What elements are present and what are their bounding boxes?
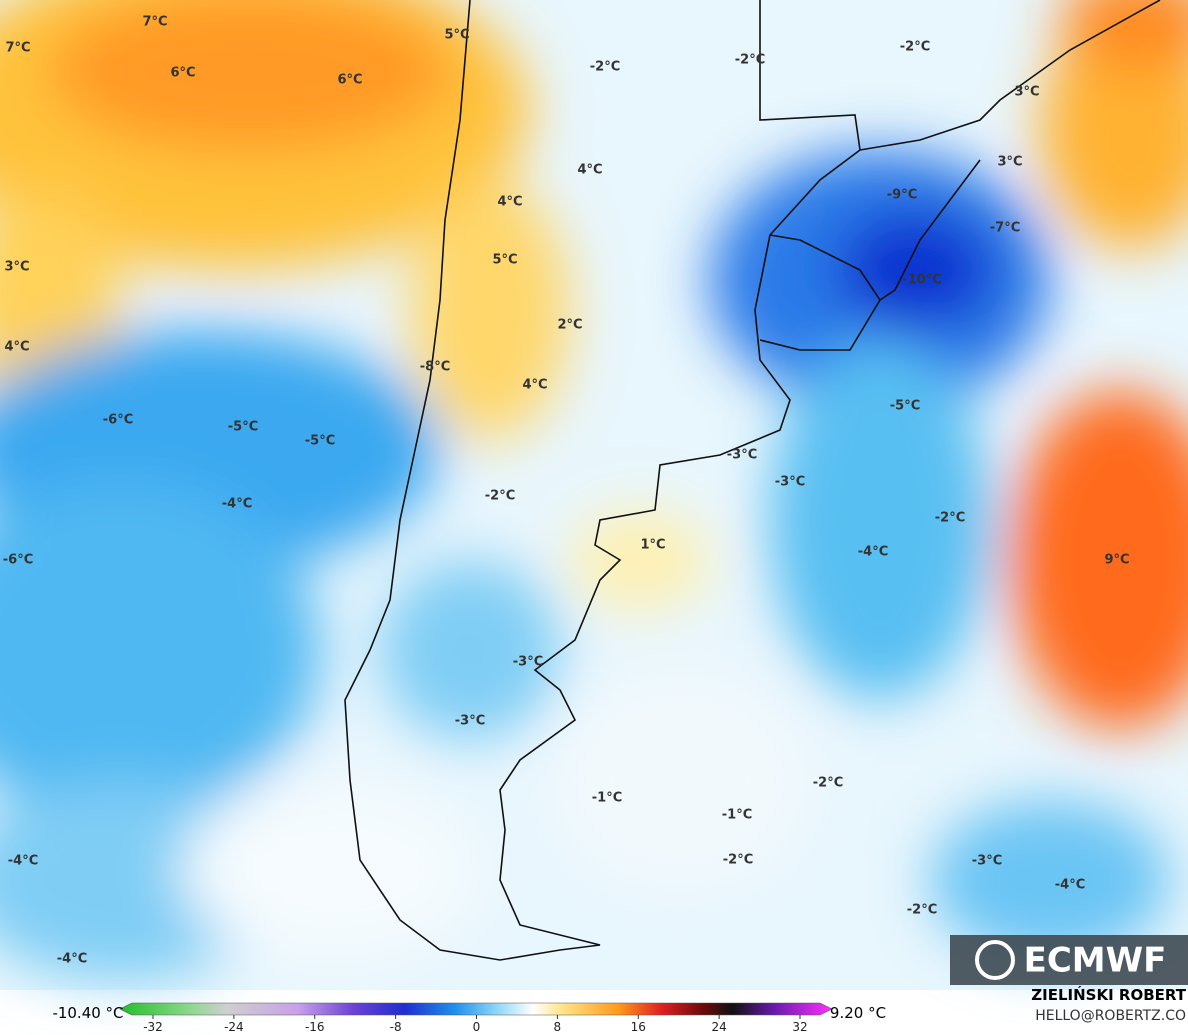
temperature-label: -2°C xyxy=(485,489,515,504)
temperature-label: 3°C xyxy=(1014,85,1039,100)
temperature-label: -2°C xyxy=(907,903,937,918)
temperature-label: -4°C xyxy=(8,854,38,869)
temperature-label: 4°C xyxy=(522,378,547,393)
colorbar-tick-label: 0 xyxy=(473,1020,481,1034)
credit-contact: HELLO@ROBERTZ.CO xyxy=(1035,1008,1186,1024)
temperature-label: 2°C xyxy=(557,318,582,333)
colorbar: -10.40 °C 9.20 °C -32 -24 -16 -8 0 8 16 24 32 xyxy=(52,1002,886,1034)
colorbar-min: -10.40 °C xyxy=(52,1004,123,1022)
temperature-label: 1°C xyxy=(640,538,665,553)
colorbar-tick-label: 8 xyxy=(554,1020,562,1034)
temperature-label: 7°C xyxy=(142,15,167,30)
colorbar-tick-label: -32 xyxy=(143,1020,163,1034)
temperature-label: -4°C xyxy=(57,952,87,967)
colorbar-tick-label: 32 xyxy=(792,1020,807,1034)
temperature-label: 3°C xyxy=(997,155,1022,170)
colorbar-max: 9.20 °C xyxy=(830,1004,886,1022)
temperature-labels: 7°C 7°C 5°C 6°C 6°C -2°C -2°C -2°C 3°C 3°C 4°C -9°C… xyxy=(3,15,1130,967)
temperature-label: -2°C xyxy=(735,53,765,68)
temperature-label: -1°C xyxy=(722,808,752,823)
temperature-label: -5°C xyxy=(890,399,920,414)
temperature-label: -2°C xyxy=(900,40,930,55)
temperature-field xyxy=(0,0,1188,990)
temperature-label: -2°C xyxy=(935,511,965,526)
temperature-label: -2°C xyxy=(590,60,620,75)
temperature-label: -1°C xyxy=(592,791,622,806)
temperature-label: -3°C xyxy=(513,655,543,670)
temperature-label: -9°C xyxy=(887,188,917,203)
temperature-label: -2°C xyxy=(813,776,843,791)
temperature-label: -4°C xyxy=(1055,878,1085,893)
temperature-label: -3°C xyxy=(727,448,757,463)
temperature-label: 6°C xyxy=(337,73,362,88)
credit-name: ZIELIŃSKI ROBERT xyxy=(1031,985,1186,1004)
temperature-label: 4°C xyxy=(577,163,602,178)
colorbar-tick-label: -8 xyxy=(390,1020,402,1034)
temperature-label: -3°C xyxy=(775,475,805,490)
temperature-label: -6°C xyxy=(103,413,133,428)
temperature-label: -5°C xyxy=(305,434,335,449)
temperature-label: -8°C xyxy=(420,360,450,375)
temperature-label: 5°C xyxy=(444,28,469,43)
temperature-label: -3°C xyxy=(455,714,485,729)
temperature-label: -5°C xyxy=(228,420,258,435)
temperature-label: -7°C xyxy=(990,221,1020,236)
logo-text: ECMWF xyxy=(1024,941,1167,981)
colorbar-tick-label: 24 xyxy=(711,1020,726,1034)
temperature-label: 6°C xyxy=(170,66,195,81)
country-borders xyxy=(344,0,1161,961)
temperature-label: -4°C xyxy=(222,497,252,512)
logo: ECMWF xyxy=(950,935,1188,985)
temperature-label: 4°C xyxy=(497,195,522,210)
temperature-label: -6°C xyxy=(3,553,33,568)
temperature-label: 7°C xyxy=(5,41,30,56)
colorbar-tick-label: -16 xyxy=(305,1020,325,1034)
temperature-label: 5°C xyxy=(492,253,517,268)
colorbar-tick-label: -24 xyxy=(224,1020,244,1034)
temperature-label: -10°C xyxy=(902,273,942,288)
temperature-label: -3°C xyxy=(972,854,1002,869)
temperature-label: 3°C xyxy=(4,260,29,275)
temperature-label: 9°C xyxy=(1104,553,1129,568)
colorbar-tick-label: 16 xyxy=(631,1020,646,1034)
temperature-label: -2°C xyxy=(723,853,753,868)
temperature-label: -4°C xyxy=(858,545,888,560)
temperature-label: 4°C xyxy=(4,340,29,355)
